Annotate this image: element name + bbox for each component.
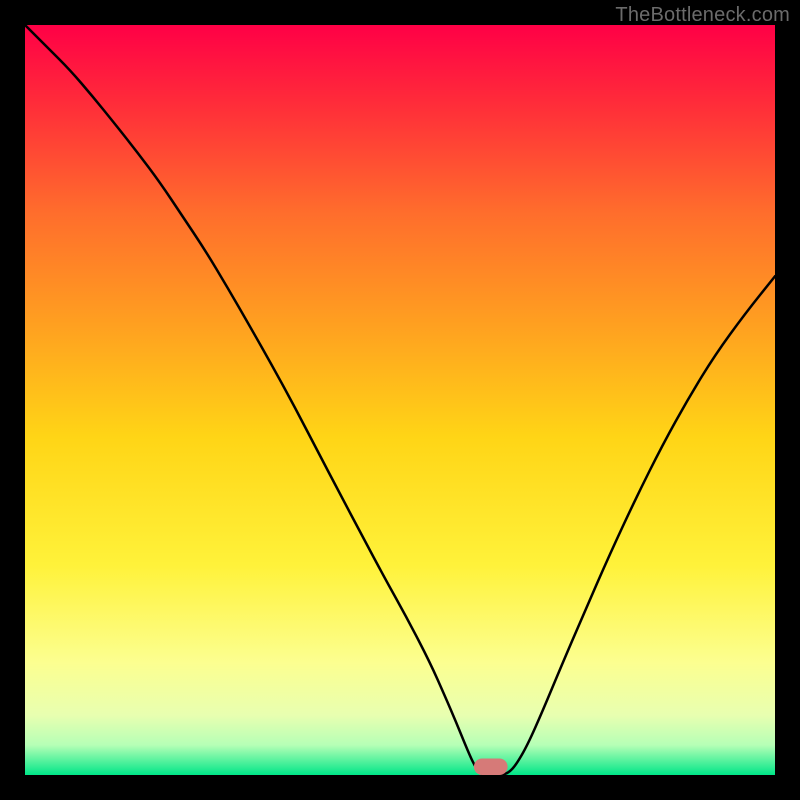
plot-area — [25, 25, 775, 775]
chart-svg — [25, 25, 775, 775]
chart-background — [25, 25, 775, 775]
chart-frame: TheBottleneck.com — [0, 0, 800, 800]
watermark-text: TheBottleneck.com — [615, 4, 790, 27]
optimum-marker — [474, 759, 508, 776]
